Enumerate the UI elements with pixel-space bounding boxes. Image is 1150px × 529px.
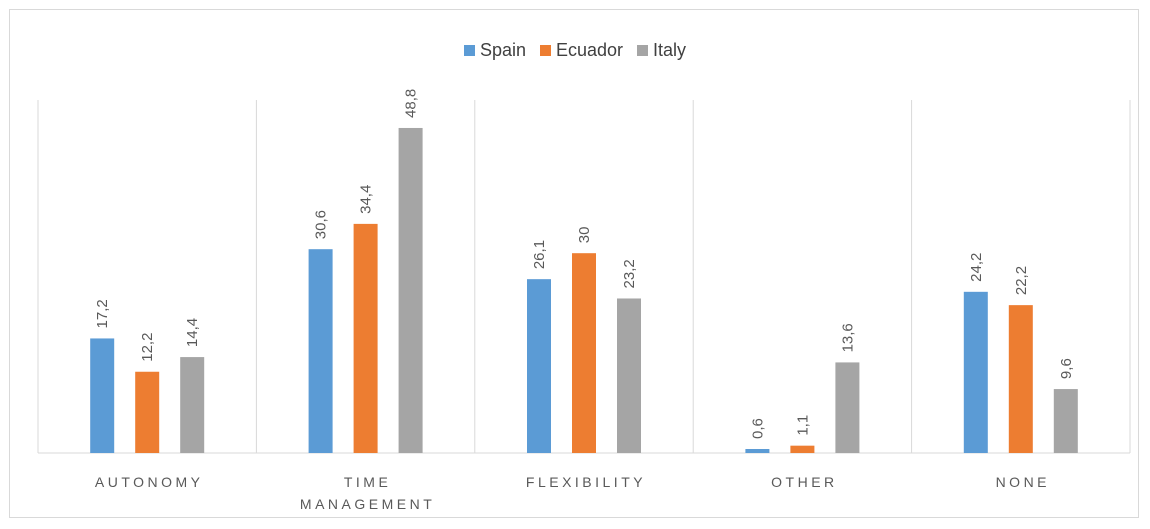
bar-italy — [617, 298, 641, 453]
bar-spain — [745, 449, 770, 453]
legend: Spain Ecuador Italy — [0, 40, 1150, 61]
legend-item-ecuador: Ecuador — [539, 40, 624, 61]
data-label: 23,2 — [621, 259, 638, 288]
data-label: 0,6 — [749, 418, 766, 439]
legend-swatch-italy — [637, 45, 649, 56]
category-label: OTHER — [771, 474, 838, 490]
data-label: 9,6 — [1058, 358, 1075, 379]
bar-ecuador — [135, 371, 160, 453]
bar-italy — [1053, 389, 1078, 453]
data-label: 34,4 — [358, 185, 375, 214]
bar-italy — [835, 362, 860, 453]
data-label: 30,6 — [313, 210, 330, 239]
data-label: 30 — [576, 227, 593, 244]
data-label: 17,2 — [94, 299, 111, 328]
legend-label-ecuador: Ecuador — [555, 40, 624, 60]
legend-swatch-ecuador — [539, 45, 551, 56]
bar-spain — [963, 291, 988, 453]
data-label: 48,8 — [403, 89, 420, 118]
legend-swatch-spain — [463, 45, 475, 56]
legend-item-spain: Spain — [463, 40, 526, 61]
legend-label-spain: Spain — [479, 40, 526, 60]
category-label: NONE — [996, 474, 1050, 490]
legend-label-italy: Italy — [653, 40, 687, 60]
legend-item-italy: Italy — [637, 40, 686, 61]
data-label: 26,1 — [531, 240, 548, 269]
bar-italy — [398, 127, 423, 454]
data-label: 22,2 — [1013, 266, 1030, 295]
category-label: TIME — [344, 474, 391, 490]
bar-spain — [90, 338, 115, 453]
data-label: 14,4 — [184, 318, 201, 347]
category-label: MANAGEMENT — [300, 496, 435, 512]
bar-italy — [180, 357, 205, 453]
data-label: 24,2 — [968, 253, 985, 282]
category-label: AUTONOMY — [95, 474, 204, 490]
bar-ecuador — [353, 223, 378, 453]
data-label: 1,1 — [794, 415, 811, 436]
bar-spain — [527, 279, 551, 453]
bar-ecuador — [572, 253, 596, 453]
category-label: FLEXIBILITY — [526, 474, 646, 490]
data-label: 12,2 — [139, 333, 156, 362]
bar-ecuador — [790, 445, 815, 453]
data-label: 13,6 — [839, 323, 856, 352]
bar-ecuador — [1008, 305, 1033, 453]
bar-spain — [308, 249, 333, 453]
